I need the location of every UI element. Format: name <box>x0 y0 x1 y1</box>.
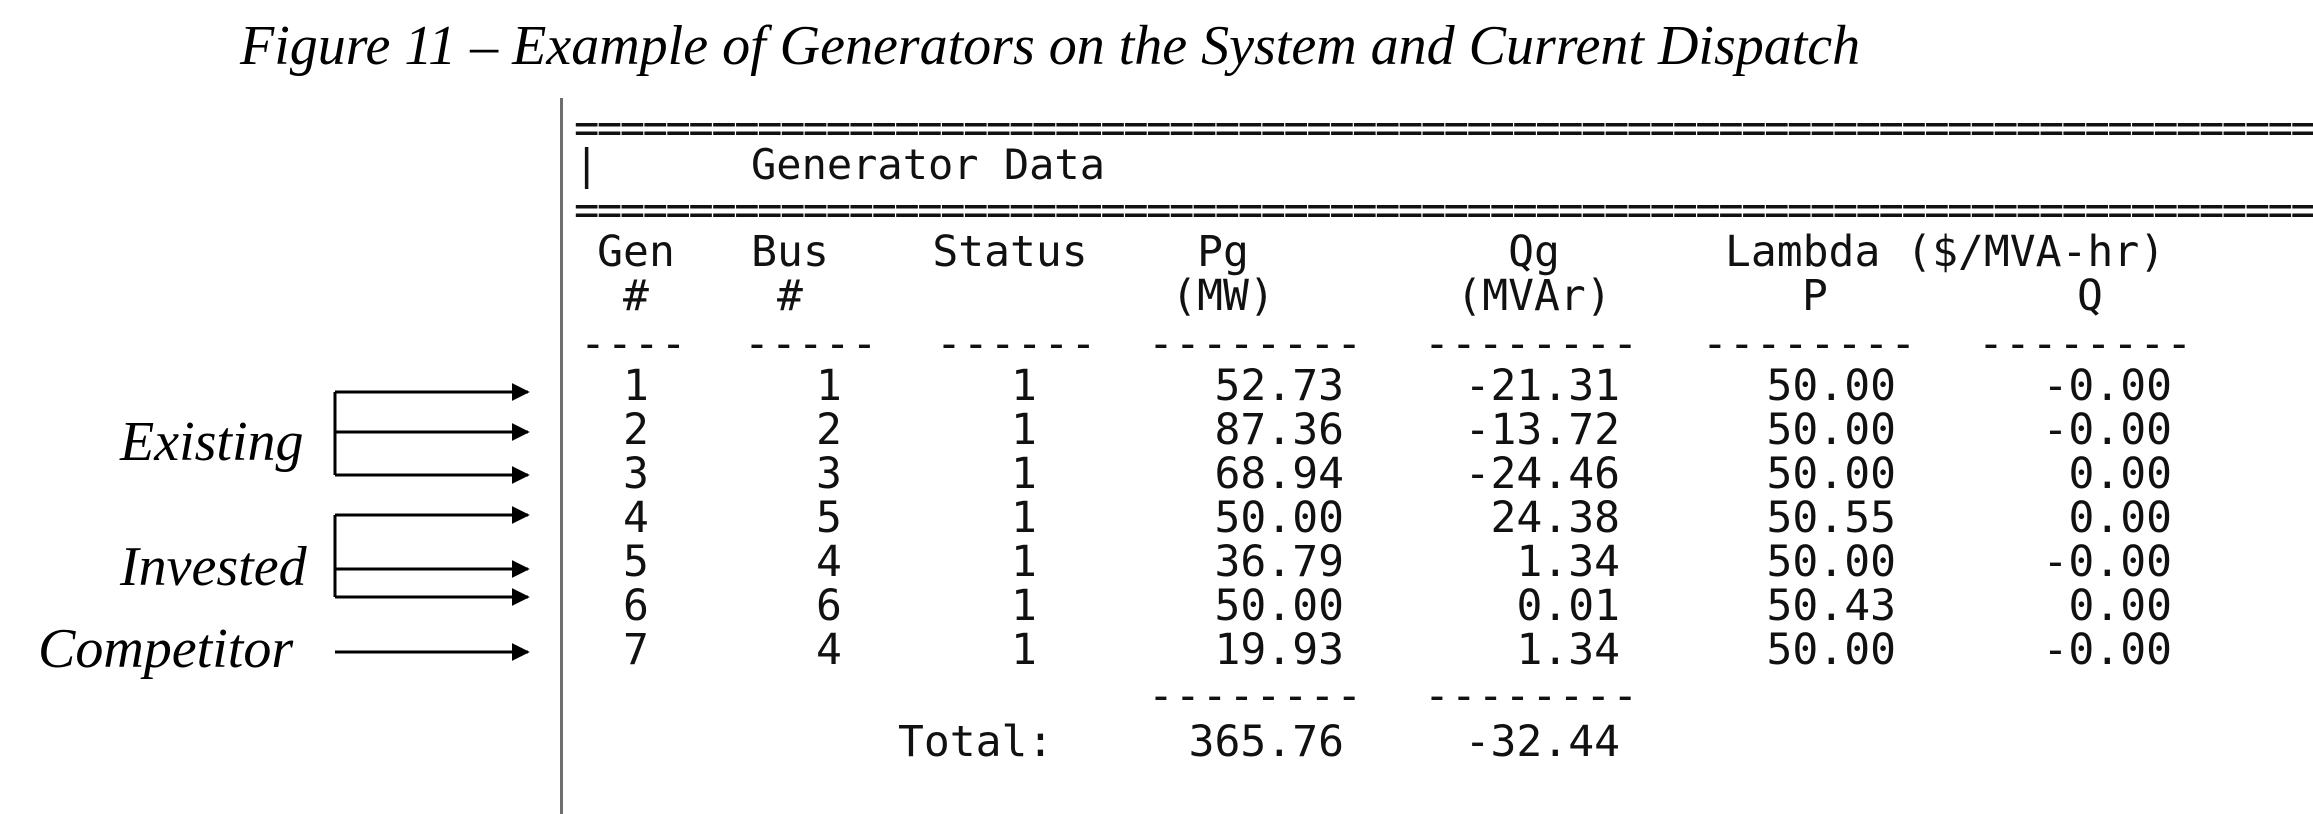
cell-gen: 3 <box>623 449 649 499</box>
generator-data-console: ========================================… <box>574 100 2313 814</box>
cell-pg: 50.00 <box>1214 493 1344 543</box>
cell-lambda-q: -0.00 <box>2042 537 2172 587</box>
label-competitor: Competitor <box>38 618 294 680</box>
cell-qg: -21.31 <box>1464 361 1620 411</box>
cell-gen: 6 <box>623 581 649 631</box>
header-pg: Pg <box>1197 227 1249 277</box>
dash-lambda-p: -------- <box>1702 319 1918 369</box>
dash-status: ------ <box>936 319 1098 369</box>
cell-lambda-q: 0.00 <box>2068 493 2172 543</box>
dash-gen: ---- <box>580 319 688 369</box>
cell-pg: 36.79 <box>1214 537 1344 587</box>
dash-pg: -------- <box>1148 319 1364 369</box>
cell-gen: 4 <box>623 493 649 543</box>
cell-gen: 7 <box>623 625 649 675</box>
cell-pg: 19.93 <box>1214 625 1344 675</box>
cell-bus: 2 <box>816 405 842 455</box>
dash-lambda-q: -------- <box>1978 319 2194 369</box>
cell-bus: 1 <box>816 361 842 411</box>
cell-lambda-q: -0.00 <box>2042 405 2172 455</box>
cell-lambda-p: 50.00 <box>1766 361 1896 411</box>
cell-qg: 1.34 <box>1516 625 1620 675</box>
cell-lambda-q: -0.00 <box>2042 361 2172 411</box>
cell-status: 1 <box>1011 581 1037 631</box>
dash-bus: ----- <box>744 319 879 369</box>
header-bus-hash: # <box>777 271 803 321</box>
cell-lambda-p: 50.43 <box>1766 581 1896 631</box>
total-label: Total: <box>898 717 1054 767</box>
cell-lambda-q: -0.00 <box>2042 625 2172 675</box>
header-gen: Gen <box>597 227 675 277</box>
header-lambda-q: Q <box>2077 271 2103 321</box>
header-lambda: Lambda ($/MVA-hr) <box>1725 227 2166 277</box>
header-lambda-p: P <box>1802 271 1828 321</box>
cell-pg: 68.94 <box>1214 449 1344 499</box>
cell-bus: 3 <box>816 449 842 499</box>
label-existing: Existing <box>120 411 304 473</box>
cell-lambda-p: 50.00 <box>1766 537 1896 587</box>
dash-qg: -------- <box>1424 319 1640 369</box>
cell-status: 1 <box>1011 625 1037 675</box>
cell-status: 1 <box>1011 537 1037 587</box>
label-invested: Invested <box>120 536 307 598</box>
cell-lambda-q: 0.00 <box>2068 449 2172 499</box>
dash-total-qg: -------- <box>1424 671 1640 721</box>
cell-pg: 50.00 <box>1214 581 1344 631</box>
cell-bus: 4 <box>816 537 842 587</box>
cell-status: 1 <box>1011 493 1037 543</box>
cell-bus: 4 <box>816 625 842 675</box>
section-title: | Generator Data <box>574 140 1106 189</box>
cell-pg: 87.36 <box>1214 405 1344 455</box>
cell-status: 1 <box>1011 361 1037 411</box>
cell-qg: 0.01 <box>1516 581 1620 631</box>
total-pg: 365.76 <box>1188 717 1344 767</box>
cell-lambda-p: 50.00 <box>1766 625 1896 675</box>
cell-qg: 24.38 <box>1490 493 1620 543</box>
cell-status: 1 <box>1011 449 1037 499</box>
cell-lambda-p: 50.00 <box>1766 405 1896 455</box>
dash-total-pg: -------- <box>1148 671 1364 721</box>
console-left-border <box>560 98 563 814</box>
header-status: Status <box>932 227 1088 277</box>
cell-lambda-p: 50.55 <box>1766 493 1896 543</box>
cell-qg: 1.34 <box>1516 537 1620 587</box>
header-qg: Qg <box>1508 227 1560 277</box>
cell-gen: 5 <box>623 537 649 587</box>
header-gen-hash: # <box>623 271 649 321</box>
rule-bottom: ========================================… <box>574 185 2313 234</box>
cell-bus: 6 <box>816 581 842 631</box>
cell-lambda-q: 0.00 <box>2068 581 2172 631</box>
rule-top: ========================================… <box>574 103 2313 152</box>
cell-status: 1 <box>1011 405 1037 455</box>
cell-bus: 5 <box>816 493 842 543</box>
cell-qg: -24.46 <box>1464 449 1620 499</box>
cell-gen: 1 <box>623 361 649 411</box>
header-qg-unit: (MVAr) <box>1456 271 1612 321</box>
cell-pg: 52.73 <box>1214 361 1344 411</box>
total-qg: -32.44 <box>1464 717 1620 767</box>
header-pg-unit: (MW) <box>1171 271 1275 321</box>
cell-gen: 2 <box>623 405 649 455</box>
cell-lambda-p: 50.00 <box>1766 449 1896 499</box>
figure-caption: Figure 11 – Example of Generators on the… <box>240 15 1861 77</box>
cell-qg: -13.72 <box>1464 405 1620 455</box>
header-bus: Bus <box>751 227 829 277</box>
